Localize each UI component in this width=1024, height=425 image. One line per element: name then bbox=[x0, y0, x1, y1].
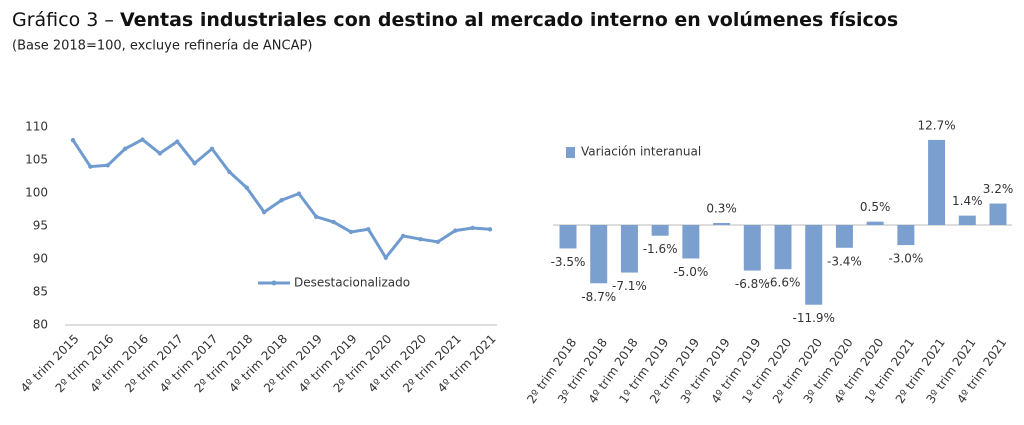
data-label: 0.3% bbox=[706, 201, 737, 215]
bar bbox=[989, 203, 1007, 225]
point bbox=[383, 255, 388, 260]
data-label: -1.6% bbox=[643, 242, 678, 256]
point bbox=[314, 214, 319, 219]
point bbox=[175, 139, 180, 144]
bar bbox=[866, 221, 884, 225]
point bbox=[244, 185, 249, 190]
data-label: -6.8% bbox=[735, 277, 770, 291]
bar bbox=[620, 225, 638, 273]
bar bbox=[590, 225, 608, 284]
data-label: 1.4% bbox=[952, 194, 983, 208]
point bbox=[418, 237, 423, 242]
data-label: 3.2% bbox=[983, 182, 1014, 196]
point bbox=[70, 138, 76, 143]
point bbox=[227, 169, 232, 175]
subtitle: (Base 2018=100, excluye refinería de ANC… bbox=[12, 39, 312, 54]
point bbox=[209, 146, 215, 151]
point bbox=[88, 164, 93, 169]
point bbox=[157, 151, 163, 156]
legend-marker bbox=[271, 280, 277, 286]
point bbox=[122, 146, 128, 151]
data-label: -7.1% bbox=[612, 279, 647, 293]
data-label: 0.5% bbox=[860, 200, 891, 214]
point bbox=[140, 137, 145, 142]
point bbox=[261, 209, 267, 215]
y-tick-label: 105 bbox=[25, 153, 48, 167]
bar bbox=[713, 222, 731, 225]
point bbox=[192, 161, 197, 166]
data-label: 12.7% bbox=[918, 118, 956, 132]
bar bbox=[835, 225, 853, 248]
bar bbox=[958, 215, 976, 225]
data-label: -8.7% bbox=[581, 290, 616, 304]
bar bbox=[743, 225, 761, 271]
point bbox=[366, 227, 371, 232]
data-label: -6.6% bbox=[766, 276, 801, 290]
point bbox=[279, 198, 284, 203]
y-tick-label: 90 bbox=[33, 252, 48, 266]
point bbox=[296, 191, 302, 196]
point bbox=[453, 228, 458, 233]
y-tick-label: 85 bbox=[33, 285, 48, 299]
bar bbox=[682, 225, 700, 259]
chart-title: Gráfico 3 – Ventas industriales con dest… bbox=[12, 9, 898, 31]
bar bbox=[774, 225, 792, 270]
bar bbox=[651, 225, 669, 236]
point bbox=[470, 225, 475, 231]
point bbox=[400, 233, 406, 239]
data-label: -5.0% bbox=[673, 265, 708, 279]
point bbox=[435, 239, 441, 245]
point bbox=[105, 163, 110, 168]
data-label: -3.4% bbox=[827, 254, 862, 268]
point bbox=[487, 227, 493, 232]
y-tick-label: 100 bbox=[25, 186, 48, 200]
y-tick-label: 95 bbox=[33, 219, 48, 233]
bar bbox=[928, 139, 946, 225]
title-text: Ventas industriales con destino al merca… bbox=[120, 9, 898, 31]
bar bbox=[897, 225, 915, 246]
data-label: -3.0% bbox=[888, 252, 923, 266]
data-label: -3.5% bbox=[551, 255, 586, 269]
y-tick-label: 80 bbox=[33, 318, 48, 332]
point bbox=[348, 229, 354, 235]
title-prefix: Gráfico 3 – bbox=[12, 9, 114, 31]
point bbox=[331, 219, 336, 225]
y-tick-label: 110 bbox=[25, 120, 48, 134]
bar bbox=[805, 225, 823, 305]
legend-label: Variación interanual bbox=[581, 145, 701, 159]
legend-swatch bbox=[566, 147, 575, 158]
data-label: -11.9% bbox=[792, 311, 834, 325]
legend-label: Desestacionalizado bbox=[294, 276, 410, 290]
bar bbox=[559, 225, 577, 249]
